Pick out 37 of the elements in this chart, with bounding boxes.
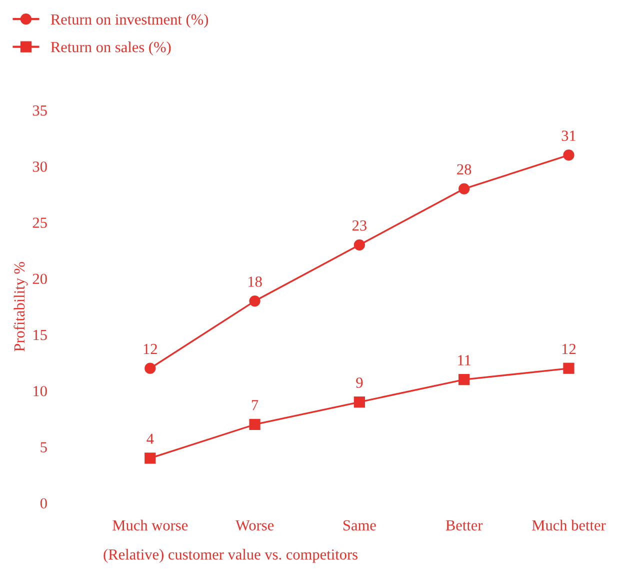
point <box>458 374 470 386</box>
point <box>563 150 574 161</box>
x-axis-title: (Relative) customer value vs. competitors <box>104 548 358 563</box>
x-tick-label: Better <box>446 520 483 530</box>
data-label: 7 <box>252 400 258 410</box>
x-tick-label: Same <box>343 520 376 530</box>
data-label: 12 <box>144 344 157 354</box>
data-label: 31 <box>562 130 576 141</box>
y-tick-label: 0 <box>40 498 47 508</box>
data-label: 4 <box>146 434 154 444</box>
legend-label: Return on investment (%) <box>50 14 208 28</box>
x-tick-label: Worse <box>235 520 274 531</box>
y-axis-title: Profitability % <box>14 262 28 352</box>
legend-label: Return on sales (%) <box>50 42 171 56</box>
y-tick-label: 25 <box>32 218 47 228</box>
point <box>249 295 260 307</box>
point <box>563 362 574 374</box>
data-label: 9 <box>356 378 363 388</box>
y-tick-label: 30 <box>32 161 47 172</box>
y-tick-label: 10 <box>34 386 47 396</box>
data-label: 23 <box>352 220 366 231</box>
y-tick-label: 5 <box>40 442 47 452</box>
y-tick-label: 20 <box>32 274 47 284</box>
point <box>144 452 156 464</box>
data-label: 18 <box>248 276 262 287</box>
point <box>144 362 156 374</box>
point <box>354 396 365 408</box>
y-tick-label: 35 <box>32 105 47 116</box>
x-tick-label: Much worse <box>112 520 188 530</box>
y-tick-label: 15 <box>34 330 47 340</box>
point <box>354 239 365 250</box>
data-label: 28 <box>457 164 472 175</box>
point <box>458 183 470 194</box>
data-label: 11 <box>458 355 471 366</box>
point <box>249 418 260 430</box>
data-label: 12 <box>562 344 576 354</box>
x-tick-label: Much better <box>532 520 606 530</box>
